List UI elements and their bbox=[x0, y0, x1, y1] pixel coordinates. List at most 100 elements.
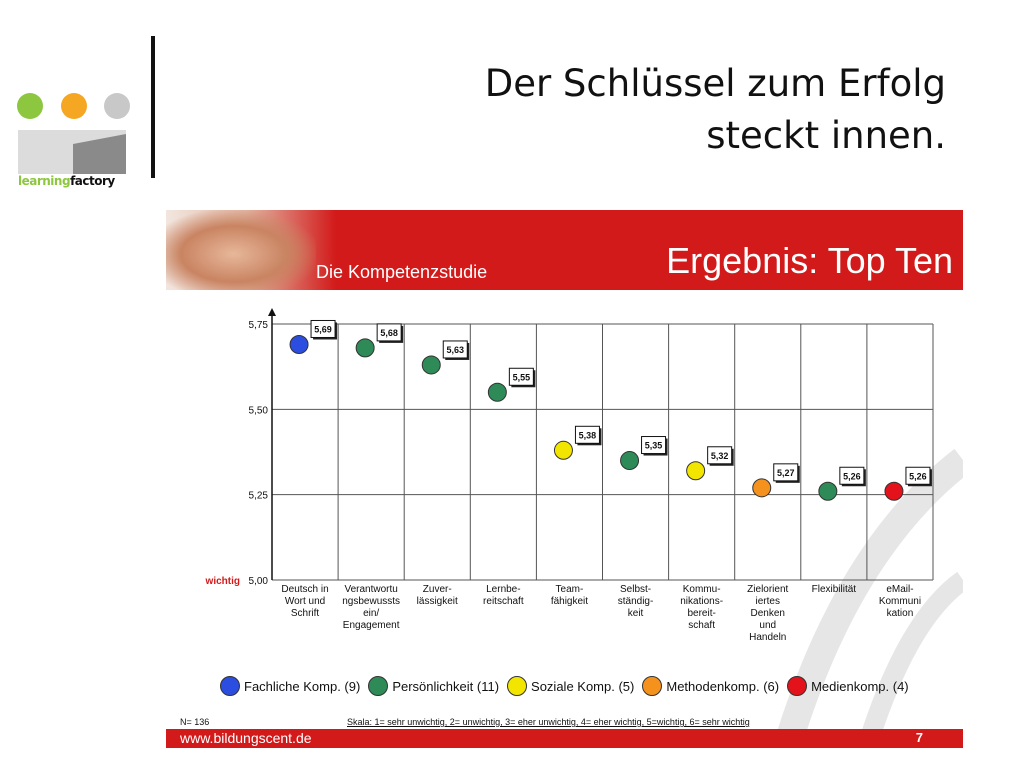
data-point bbox=[487, 382, 507, 402]
study-footer: www.bildungscent.de 7 bbox=[166, 729, 963, 748]
logo-text-learning: learning bbox=[18, 174, 71, 188]
study-banner: Die Kompetenzstudie Ergebnis: Top Ten bbox=[166, 210, 963, 290]
category-label: eMail- bbox=[886, 584, 913, 595]
data-point bbox=[818, 481, 838, 501]
data-point bbox=[884, 481, 904, 501]
value-label-box bbox=[376, 323, 402, 342]
wichtig-label: wichtig bbox=[205, 576, 240, 587]
category-label: Lernbe- bbox=[486, 584, 520, 595]
slide-title-line1: Der Schlüssel zum Erfolg bbox=[484, 62, 946, 105]
data-point bbox=[421, 355, 441, 375]
category-label: reitschaft bbox=[483, 596, 524, 607]
chart-legend: Fachliche Komp. (9) Persönlichkeit (11) So… bbox=[220, 675, 913, 697]
category-label: keit bbox=[628, 608, 644, 619]
category-label: Schrift bbox=[291, 608, 320, 619]
category-label: Kommuni bbox=[879, 596, 921, 607]
y-axis-arrow bbox=[268, 308, 276, 316]
category-label: schaft bbox=[688, 620, 715, 631]
logo-dot-orange bbox=[61, 93, 87, 119]
category-label: ein/ bbox=[363, 608, 379, 619]
value-label-box bbox=[574, 425, 600, 444]
category-label: Zuver- bbox=[423, 584, 452, 595]
data-point bbox=[752, 478, 772, 498]
category-label: nikations- bbox=[680, 596, 723, 607]
value-label: 5,27 bbox=[777, 468, 795, 478]
legend-swatch bbox=[787, 676, 808, 696]
data-point bbox=[355, 338, 375, 358]
category-label: Kommu- bbox=[683, 584, 721, 595]
legend-swatch bbox=[642, 676, 663, 696]
data-point bbox=[289, 334, 309, 354]
category-label: Verantwortu bbox=[344, 584, 397, 595]
watermark-arc-2 bbox=[856, 571, 963, 748]
value-label-box bbox=[707, 446, 733, 465]
value-label: 5,68 bbox=[380, 328, 398, 338]
value-label-box bbox=[839, 466, 865, 485]
legend-item: Fachliche Komp. (9) bbox=[220, 676, 360, 696]
y-tick-label: 5,25 bbox=[249, 491, 269, 502]
sample-size: N= 136 bbox=[180, 717, 210, 727]
value-label: 5,32 bbox=[711, 451, 729, 461]
value-label-box bbox=[442, 340, 468, 359]
category-label: bereit- bbox=[687, 608, 715, 619]
footer-page-number: 7 bbox=[915, 730, 923, 745]
value-label: 5,38 bbox=[579, 430, 597, 440]
data-point bbox=[553, 440, 573, 460]
footer-url: www.bildungscent.de bbox=[180, 730, 312, 746]
value-label: 5,26 bbox=[843, 471, 861, 481]
legend-label: Soziale Komp. (5) bbox=[531, 678, 635, 694]
category-label: Team- bbox=[556, 584, 584, 595]
category-label: und bbox=[759, 620, 776, 631]
legend-item: Soziale Komp. (5) bbox=[507, 676, 634, 696]
value-label-box bbox=[508, 367, 534, 386]
category-label: Selbst- bbox=[620, 584, 651, 595]
legend-label: Methodenkomp. (6) bbox=[666, 678, 780, 694]
value-label-box bbox=[773, 463, 799, 482]
category-label: iertes bbox=[756, 596, 780, 607]
legend-label: Persönlichkeit (11) bbox=[392, 678, 500, 694]
slide-title-line2: steckt innen. bbox=[706, 114, 946, 157]
category-label: kation bbox=[887, 608, 914, 619]
slide-title: Der Schlüssel zum Erfolg steckt innen. bbox=[485, 58, 946, 162]
category-label: fähigkeit bbox=[551, 596, 588, 607]
legend-swatch bbox=[368, 676, 389, 696]
category-label: lässigkeit bbox=[417, 596, 458, 607]
banner-subtitle: Die Kompetenzstudie bbox=[316, 262, 488, 282]
data-point bbox=[620, 451, 640, 471]
category-label: Engagement bbox=[343, 620, 400, 631]
category-label: Flexibilität bbox=[812, 584, 857, 595]
legend-swatch bbox=[507, 676, 528, 696]
logo-graphic bbox=[18, 130, 126, 174]
data-point bbox=[686, 461, 706, 481]
title-divider bbox=[151, 36, 155, 178]
legend-item: Persönlichkeit (11) bbox=[368, 676, 499, 696]
category-label: Deutsch in bbox=[281, 584, 328, 595]
value-label-box bbox=[905, 466, 931, 485]
category-label: ständig- bbox=[618, 596, 654, 607]
legend-swatch bbox=[220, 676, 240, 696]
value-label: 5,35 bbox=[645, 441, 663, 451]
category-label: Handeln bbox=[749, 632, 786, 643]
logo-dot-grey bbox=[104, 93, 130, 119]
category-label: Denken bbox=[751, 608, 785, 619]
value-label: 5,69 bbox=[314, 324, 332, 334]
category-label: ngsbewussts bbox=[342, 596, 400, 607]
y-tick-label: 5,75 bbox=[249, 320, 269, 331]
category-label: Wort und bbox=[285, 596, 325, 607]
logo-text-factory: factory bbox=[70, 174, 115, 188]
study-slide: Die Kompetenzstudie Ergebnis: Top Ten 5,… bbox=[166, 210, 963, 748]
legend-item: Methodenkomp. (6) bbox=[642, 676, 779, 696]
y-tick-label: 5,00 bbox=[249, 576, 269, 587]
y-tick-label: 5,50 bbox=[249, 405, 269, 416]
logo-wordmark: learningfactory bbox=[18, 174, 115, 188]
value-label-box bbox=[641, 436, 667, 455]
logo-dot-green bbox=[17, 93, 43, 119]
value-label: 5,63 bbox=[446, 345, 464, 355]
legend-label: Fachliche Komp. (9) bbox=[244, 678, 361, 694]
banner-title: Ergebnis: Top Ten bbox=[666, 240, 953, 281]
legend-label: Medienkomp. (4) bbox=[811, 678, 909, 694]
portrait-photo bbox=[166, 210, 316, 290]
category-label: Zielorient bbox=[747, 584, 788, 595]
value-label: 5,26 bbox=[909, 471, 927, 481]
